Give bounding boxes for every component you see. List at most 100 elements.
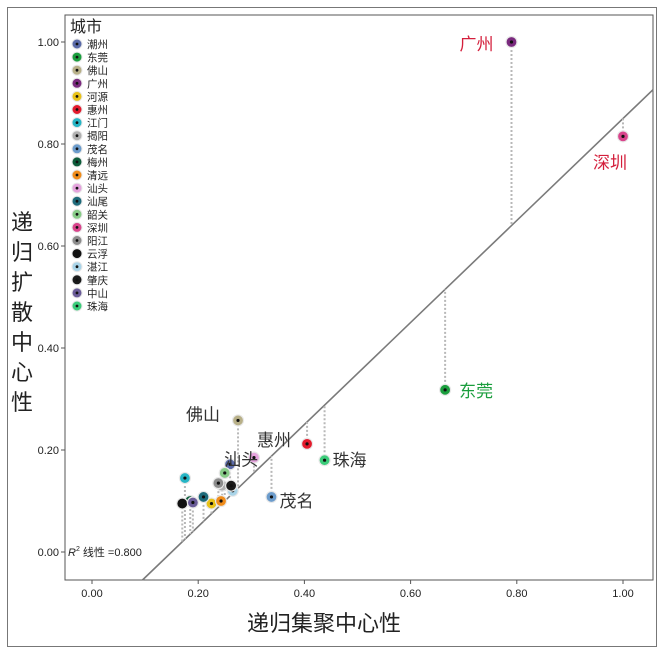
point-center	[252, 456, 256, 460]
legend-marker-center	[75, 226, 79, 229]
legend-label: 中山	[87, 287, 108, 300]
data-point[interactable]	[300, 437, 314, 450]
y-tick-label: 0.60	[38, 241, 59, 253]
legend-label: 云浮	[87, 249, 108, 261]
data-point[interactable]	[223, 458, 237, 471]
legend-label: 东莞	[87, 51, 108, 64]
point-label: 汕头	[224, 451, 258, 471]
data-point[interactable]	[197, 490, 210, 504]
data-point[interactable]	[225, 479, 238, 492]
x-tick-label: 0.60	[400, 588, 421, 600]
data-point[interactable]	[616, 130, 630, 143]
legend-item: 湛江	[71, 261, 108, 274]
plot-area	[64, 14, 654, 581]
point-center	[209, 501, 214, 506]
legend-item: 肇庆	[71, 274, 108, 287]
data-point[interactable]	[214, 494, 228, 508]
data-point[interactable]	[231, 414, 245, 427]
x-axis-ticks: 0.00 0.20 0.40 0.60 0.80 1.00	[81, 580, 634, 600]
legend-marker-center	[75, 186, 79, 190]
legend-label: 汕头	[87, 183, 108, 195]
point-label: 佛山	[186, 405, 220, 425]
r2-prefix: R	[68, 547, 76, 559]
y-tick-label: 0.40	[38, 343, 59, 355]
legend-marker-center	[75, 252, 79, 256]
legend-item: 中山	[71, 287, 108, 300]
data-point[interactable]	[247, 451, 261, 464]
data-point[interactable]	[186, 496, 199, 509]
point-center	[180, 501, 184, 506]
x-tick-label: 0.40	[294, 588, 315, 600]
legend-label: 肇庆	[87, 274, 108, 287]
legend-item: 韶关	[71, 208, 108, 221]
legend-label: 清远	[87, 169, 108, 182]
data-point[interactable]	[439, 383, 452, 396]
data-point[interactable]	[178, 471, 192, 485]
legend-label: 佛山	[87, 64, 108, 77]
legend-marker-center	[75, 121, 79, 124]
point-label: 惠州	[257, 431, 291, 451]
legend-marker-center	[75, 291, 79, 295]
legend-marker-center	[75, 304, 79, 308]
legend-item: 茂名	[71, 143, 108, 156]
legend-item: 揭阳	[71, 130, 108, 143]
data-point[interactable]	[212, 477, 225, 490]
legend-marker-center	[75, 173, 79, 177]
legend-item: 河源	[71, 90, 108, 103]
legend-marker-center	[75, 278, 79, 282]
point-center	[191, 500, 195, 505]
point-center	[443, 388, 447, 392]
legend-item: 江门	[71, 117, 108, 130]
data-point[interactable]	[318, 454, 331, 467]
legend-label: 汕尾	[87, 196, 108, 208]
legend-item: 清远	[71, 169, 108, 182]
x-axis-title: 递归集聚中心性	[247, 612, 401, 637]
legend-item: 惠州	[71, 104, 108, 117]
point-center	[229, 484, 233, 488]
point-label: 广州	[459, 35, 493, 55]
legend-marker-center	[75, 134, 79, 138]
point-label: 珠海	[333, 451, 367, 471]
point-center	[201, 495, 206, 499]
legend-marker-center	[75, 212, 79, 216]
data-point[interactable]	[265, 490, 278, 504]
point-label: 深圳	[593, 153, 627, 173]
legend-label: 阳江	[87, 236, 108, 248]
y-tick-label: 0.20	[38, 445, 59, 457]
point-center	[223, 471, 227, 475]
x-tick-label: 0.20	[187, 588, 208, 600]
legend-marker-center	[75, 108, 79, 111]
legend-item: 汕尾	[71, 195, 108, 208]
legend-label: 茂名	[87, 143, 108, 156]
legend-marker-center	[75, 42, 79, 46]
legend-label: 广州	[87, 78, 108, 90]
point-center	[269, 495, 274, 499]
legend-label: 珠海	[87, 300, 108, 313]
data-points	[176, 35, 630, 510]
legend-item: 汕头	[71, 182, 108, 195]
legend-item: 深圳	[71, 221, 108, 234]
legend-item: 潮州	[71, 38, 108, 51]
point-center	[305, 442, 309, 446]
legend-marker-center	[75, 239, 79, 242]
x-tick-label: 0.80	[506, 588, 527, 600]
legend-item: 广州	[71, 77, 108, 90]
legend-label: 惠州	[87, 104, 108, 117]
r2-superscript: 2	[76, 546, 80, 553]
x-tick-label: 1.00	[612, 588, 633, 600]
data-point[interactable]	[176, 497, 189, 510]
legend-marker-center	[75, 160, 79, 164]
legend-item: 梅州	[71, 156, 108, 169]
y-tick-label: 0.00	[38, 547, 59, 559]
legend-marker-center	[75, 68, 79, 72]
legend-label: 潮州	[87, 38, 108, 51]
point-center	[219, 499, 223, 503]
legend-item: 佛山	[71, 64, 108, 77]
data-point[interactable]	[218, 466, 231, 480]
point-center	[228, 462, 232, 466]
legend-label: 湛江	[87, 262, 108, 274]
legend-label: 江门	[87, 117, 108, 130]
data-point[interactable]	[505, 35, 518, 49]
legend-marker-center	[75, 147, 79, 151]
